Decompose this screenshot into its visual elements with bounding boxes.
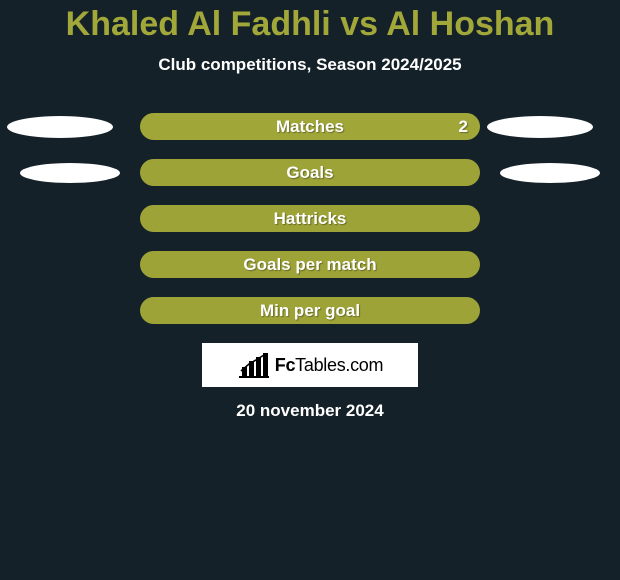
stat-rows: Matches 2 Goals Hattricks Goals per match Min… bbox=[0, 113, 620, 324]
stat-label: Goals per match bbox=[243, 255, 376, 275]
stat-value: 2 bbox=[459, 117, 468, 137]
stat-row: Hattricks bbox=[0, 205, 620, 232]
title-player-b: Al Hoshan bbox=[386, 5, 554, 43]
logo-text-main: Tables bbox=[295, 355, 345, 375]
left-ellipse bbox=[20, 163, 120, 183]
stat-bar: Hattricks bbox=[140, 205, 480, 232]
page-title: Khaled Al Fadhli vs Al Hoshan bbox=[0, 0, 620, 43]
left-ellipse bbox=[7, 116, 113, 138]
logo-box: FcTables.com bbox=[202, 343, 418, 387]
right-ellipse bbox=[500, 163, 600, 183]
stat-row: Min per goal bbox=[0, 297, 620, 324]
logo-bars-icon bbox=[237, 351, 271, 379]
logo-text: FcTables.com bbox=[275, 355, 383, 376]
stat-bar: Matches 2 bbox=[140, 113, 480, 140]
infographic-canvas: Khaled Al Fadhli vs Al Hoshan Club compe… bbox=[0, 0, 620, 580]
title-player-a: Khaled Al Fadhli bbox=[66, 5, 331, 43]
stat-row: Matches 2 bbox=[0, 113, 620, 140]
right-ellipse bbox=[487, 116, 593, 138]
subtitle: Club competitions, Season 2024/2025 bbox=[0, 55, 620, 75]
stat-label: Matches bbox=[276, 117, 344, 137]
stat-row: Goals bbox=[0, 159, 620, 186]
stat-label: Min per goal bbox=[260, 301, 360, 321]
stat-label: Hattricks bbox=[274, 209, 347, 229]
stat-bar: Goals per match bbox=[140, 251, 480, 278]
logo-text-suffix: .com bbox=[345, 355, 383, 375]
logo-text-prefix: Fc bbox=[275, 355, 295, 375]
title-vs: vs bbox=[331, 5, 386, 43]
stat-bar: Goals bbox=[140, 159, 480, 186]
footer-date: 20 november 2024 bbox=[0, 401, 620, 421]
stat-bar: Min per goal bbox=[140, 297, 480, 324]
stat-label: Goals bbox=[286, 163, 333, 183]
logo: FcTables.com bbox=[237, 351, 383, 379]
stat-row: Goals per match bbox=[0, 251, 620, 278]
